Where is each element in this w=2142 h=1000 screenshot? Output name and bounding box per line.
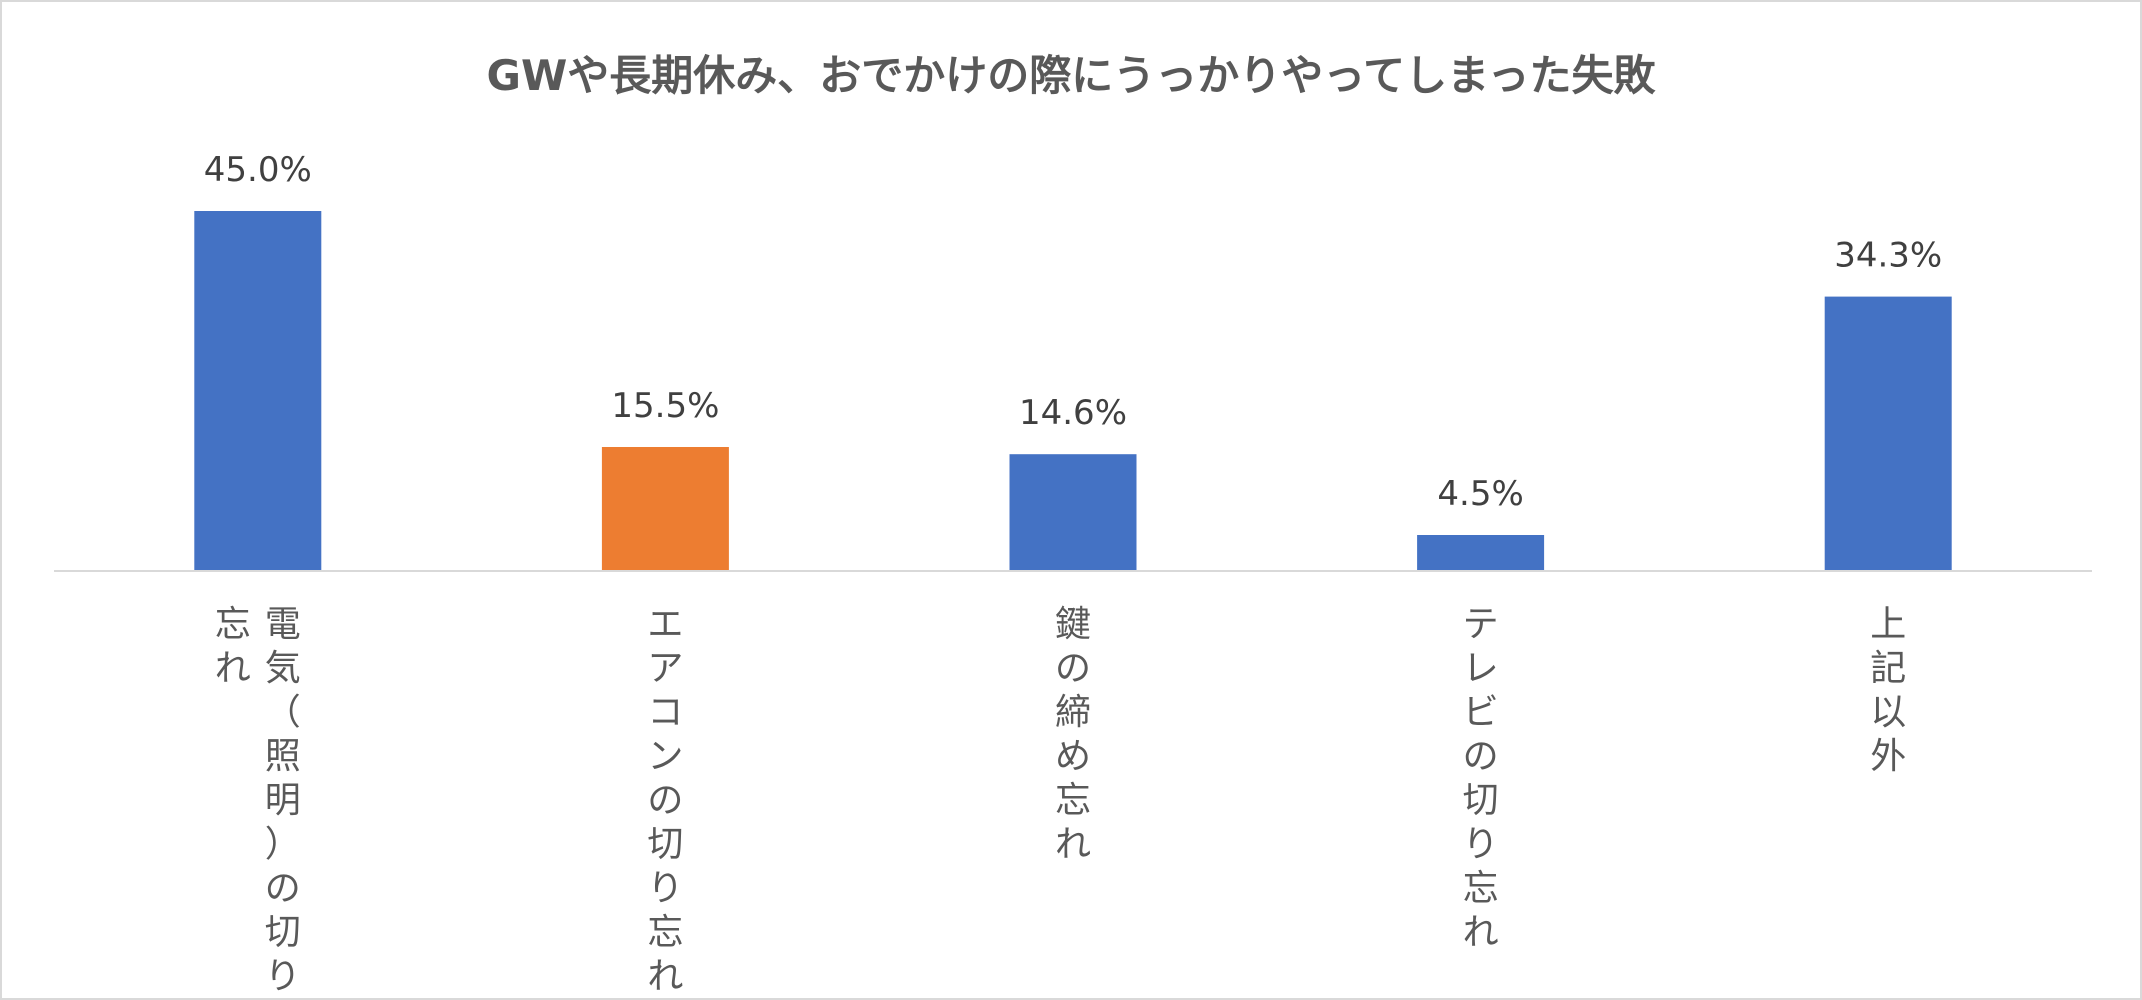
bar-2 <box>601 447 729 571</box>
data-labels-layer: 45.0% 15.5% 14.6% 4.5% 34.3% <box>204 150 1942 514</box>
category-label-1-col-2: 忘れ <box>215 604 251 689</box>
category-label-5: 上記以外 <box>1870 604 1906 777</box>
bar-1 <box>194 211 322 571</box>
data-label-3: 14.6% <box>1019 393 1127 433</box>
bar-5 <box>1824 296 1952 571</box>
category-label-4: テレビの切り忘れ <box>1463 604 1499 953</box>
category-labels-layer: 電気（照明）の切り忘れ エアコンの切り忘れ 鍵の締め忘れ テレビの切り忘れ 上記以外 <box>215 604 1906 997</box>
bars-layer <box>194 211 1952 571</box>
data-label-5: 34.3% <box>1834 236 1942 276</box>
data-label-1: 45.0% <box>204 150 312 190</box>
data-label-4: 4.5% <box>1437 474 1523 514</box>
chart-title: GWや長期休み、おでかけの際にうっかりやってしまった失敗 <box>486 51 1656 100</box>
data-label-2: 15.5% <box>611 386 719 426</box>
category-label-2: エアコンの切り忘れ <box>647 604 683 997</box>
bar-3 <box>1009 454 1137 571</box>
category-label-3: 鍵の締め忘れ <box>1055 604 1091 865</box>
category-label-1-col-1: 電気（照明）の切り <box>265 604 301 997</box>
bar-4 <box>1417 535 1545 571</box>
